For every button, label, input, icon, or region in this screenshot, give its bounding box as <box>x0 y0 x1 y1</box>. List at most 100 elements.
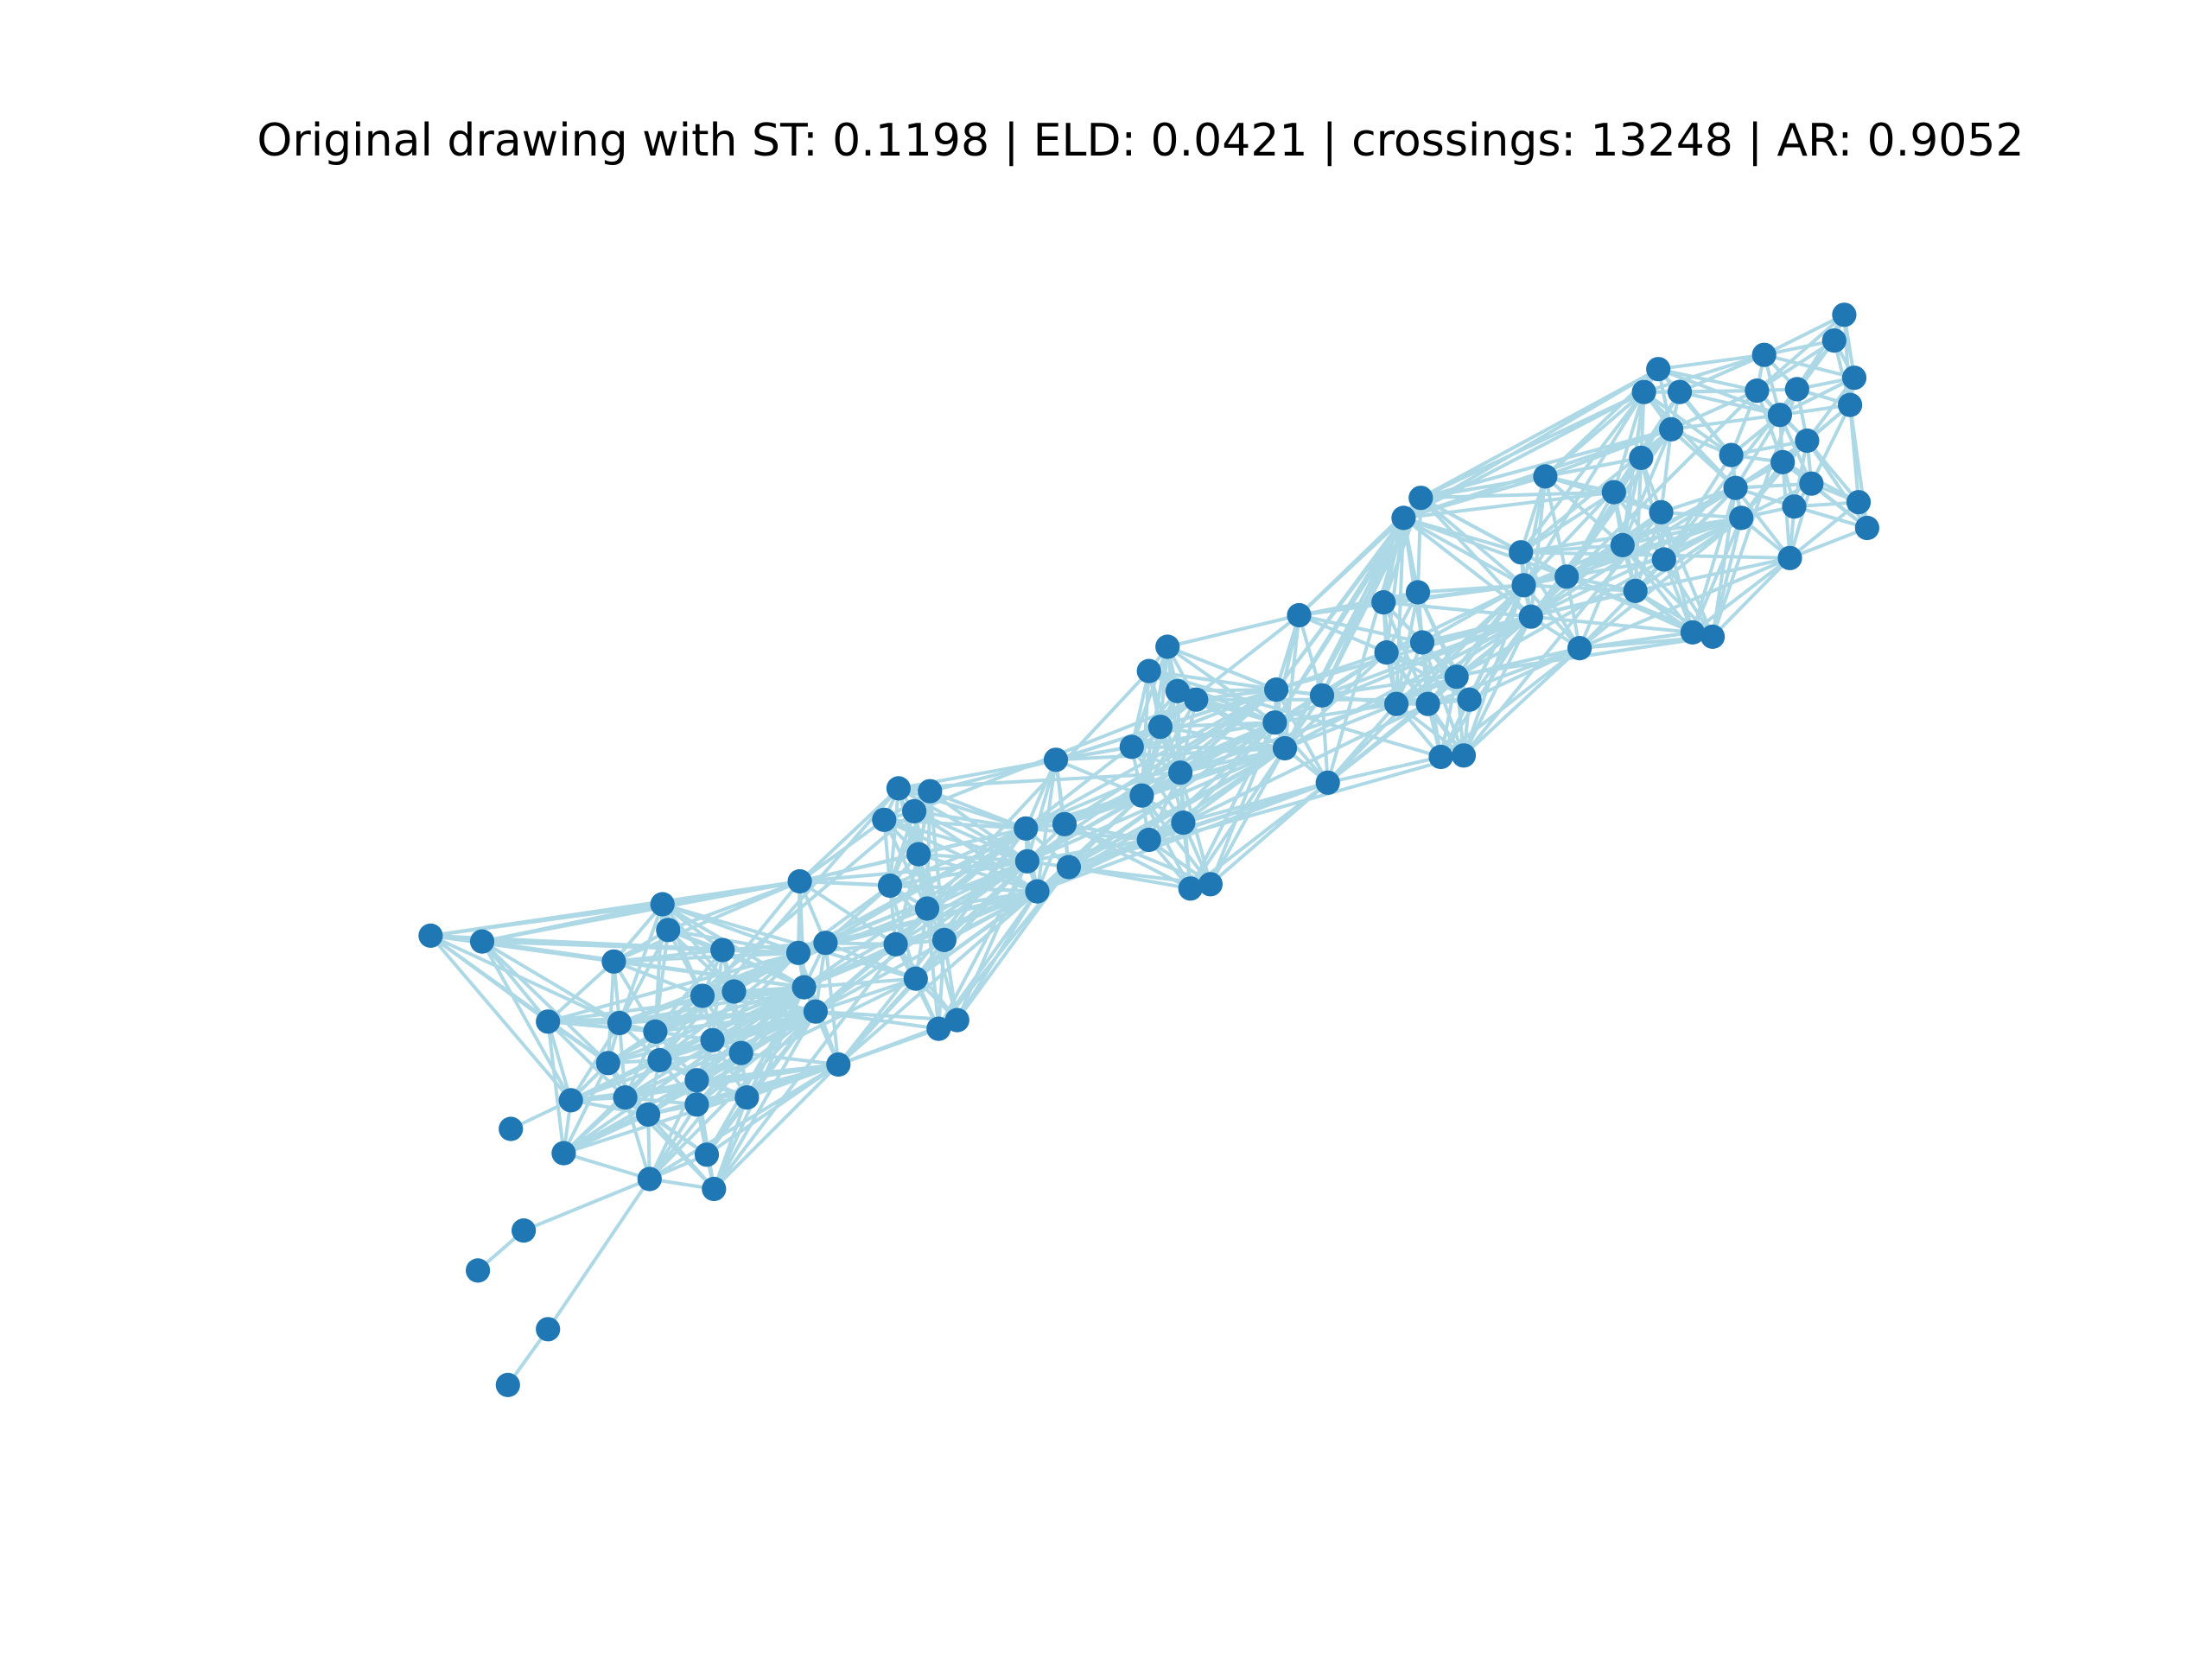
graph-node <box>1408 486 1433 511</box>
graph-node <box>636 1102 661 1127</box>
graph-node <box>791 975 817 1000</box>
graph-node <box>1700 624 1726 650</box>
graph-edge <box>1779 376 1855 416</box>
graph-node <box>1719 442 1744 467</box>
graph-edge <box>937 860 1029 1030</box>
graph-edge <box>1679 389 1758 394</box>
graph-edge <box>1621 486 1737 547</box>
graph-edge <box>1733 414 1782 489</box>
graph-node <box>551 1141 576 1166</box>
graph-edge <box>1166 613 1300 649</box>
graph-node <box>1371 590 1396 615</box>
graph-node <box>1751 342 1777 367</box>
graph-node <box>1680 620 1705 645</box>
graph-edge <box>648 986 806 1180</box>
graph-edge <box>889 826 1027 887</box>
graph-edge <box>1543 475 1569 577</box>
graph-edge <box>1809 404 1852 485</box>
graph-node <box>785 940 811 965</box>
graph-node <box>1782 494 1807 519</box>
graph-edge <box>1273 721 1330 785</box>
graph-edge <box>562 1062 610 1154</box>
graph-edge <box>613 959 804 989</box>
graph-node <box>1649 499 1674 524</box>
graph-edge <box>914 860 1029 980</box>
graph-edge <box>1402 516 1525 588</box>
graph-node <box>684 1068 709 1093</box>
graph-edge <box>1545 455 1642 479</box>
graph-edge <box>1160 688 1277 729</box>
graph-edge <box>1620 391 1646 546</box>
graph-edge <box>1462 646 1581 757</box>
graph-node <box>469 929 495 954</box>
graph-node <box>1646 357 1671 382</box>
graph-node <box>1415 691 1440 716</box>
graph-node <box>1155 634 1180 659</box>
graph-node <box>1136 658 1161 683</box>
graph-node <box>1601 480 1626 505</box>
graph-node <box>1198 872 1223 897</box>
graph-node <box>1567 636 1592 661</box>
graph-edge <box>804 976 916 989</box>
graph-edge <box>1068 753 1465 869</box>
graph-edge <box>1755 390 1785 463</box>
graph-edge <box>563 1151 651 1181</box>
graph-edge <box>548 1020 656 1033</box>
graph-node <box>813 931 838 956</box>
graph-node <box>926 1016 951 1041</box>
graph-node <box>1838 392 1863 417</box>
graph-node <box>1777 545 1802 570</box>
graph-edge <box>667 928 799 955</box>
graph-node <box>1631 379 1656 404</box>
graph-node <box>690 983 715 1008</box>
graph-node <box>1119 734 1144 760</box>
graph-edge <box>569 1021 621 1102</box>
graph-node <box>787 868 812 894</box>
graph-node <box>944 1007 969 1033</box>
graph-node <box>1405 580 1431 605</box>
graph-node <box>728 1040 753 1065</box>
graph-edge <box>1842 315 1853 405</box>
graph-node <box>1533 464 1558 489</box>
graph-node <box>721 979 747 1004</box>
graph-node <box>886 776 911 801</box>
graph-edge <box>1395 518 1406 704</box>
graph-edge <box>1578 516 1743 650</box>
graph-edge <box>1620 429 1673 546</box>
graph-node <box>1767 403 1792 428</box>
graph-edge <box>883 817 1028 863</box>
graph-edge <box>1520 490 1615 554</box>
graph-edge <box>1166 645 1277 691</box>
graph-edge <box>925 670 1151 910</box>
graph-node <box>536 1317 561 1342</box>
graph-edge <box>1763 313 1846 357</box>
graph-edge <box>1691 556 1791 634</box>
graph-node <box>607 1010 632 1036</box>
graph-edge <box>1734 486 1792 560</box>
graph-edge <box>1195 697 1275 725</box>
graph-edge <box>1420 367 1660 499</box>
graph-edge <box>1320 695 1330 783</box>
graph-edge <box>1439 615 1533 759</box>
graph-edge <box>480 940 550 1023</box>
graph-edge <box>799 859 1028 883</box>
graph-edge <box>1662 339 1836 561</box>
graph-node <box>601 949 626 974</box>
graph-edge <box>1789 526 1868 560</box>
graph-edge <box>1679 353 1765 394</box>
graph-edge <box>613 950 799 963</box>
graph-edge <box>1417 583 1524 594</box>
graph-node <box>1384 691 1409 716</box>
graph-edge <box>658 951 800 1062</box>
graph-edge <box>1188 721 1277 890</box>
graph-node <box>1770 449 1796 475</box>
graph-edge <box>1274 702 1397 725</box>
graph-edge <box>547 985 804 1024</box>
graph-edge <box>1529 516 1743 619</box>
graph-edge <box>654 985 805 1033</box>
graph-edge <box>667 880 801 932</box>
graph-edge <box>1690 487 1738 633</box>
graph-node <box>906 842 931 867</box>
graph-node <box>1264 677 1289 702</box>
graph-node <box>499 1116 524 1141</box>
